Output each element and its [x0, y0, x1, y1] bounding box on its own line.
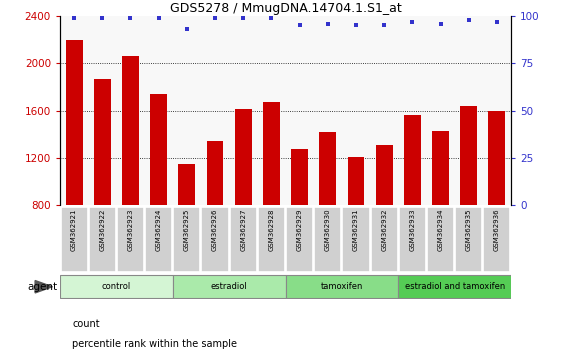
Text: percentile rank within the sample: percentile rank within the sample: [72, 339, 237, 349]
Text: GSM362934: GSM362934: [437, 209, 444, 251]
Text: estradiol: estradiol: [211, 282, 247, 291]
Bar: [489, 111, 505, 205]
Text: GSM362932: GSM362932: [381, 209, 387, 251]
Point: [380, 23, 389, 28]
Bar: [460, 106, 477, 205]
Polygon shape: [35, 280, 53, 293]
Text: agent: agent: [27, 282, 57, 292]
FancyBboxPatch shape: [258, 207, 285, 272]
Bar: [432, 131, 449, 205]
Text: GSM362936: GSM362936: [494, 209, 500, 251]
Text: GSM362928: GSM362928: [268, 209, 275, 251]
FancyBboxPatch shape: [202, 207, 228, 272]
FancyBboxPatch shape: [371, 207, 398, 272]
Bar: [66, 40, 83, 205]
Text: GSM362922: GSM362922: [99, 209, 105, 251]
Point: [323, 21, 332, 26]
FancyBboxPatch shape: [399, 207, 426, 272]
Text: GSM362925: GSM362925: [184, 209, 190, 251]
FancyBboxPatch shape: [173, 275, 286, 298]
FancyBboxPatch shape: [145, 207, 172, 272]
FancyBboxPatch shape: [427, 207, 454, 272]
Bar: [291, 149, 308, 205]
FancyBboxPatch shape: [61, 207, 87, 272]
Bar: [178, 164, 195, 205]
Text: GDS5278 / MmugDNA.14704.1.S1_at: GDS5278 / MmugDNA.14704.1.S1_at: [170, 2, 401, 15]
Text: GSM362927: GSM362927: [240, 209, 246, 251]
FancyBboxPatch shape: [286, 207, 313, 272]
Text: GSM362929: GSM362929: [296, 209, 303, 251]
Point: [154, 15, 163, 21]
FancyBboxPatch shape: [286, 275, 399, 298]
Bar: [122, 56, 139, 205]
FancyBboxPatch shape: [89, 207, 116, 272]
Point: [70, 15, 79, 21]
Text: count: count: [72, 319, 100, 329]
FancyBboxPatch shape: [343, 207, 369, 272]
Point: [182, 26, 191, 32]
Text: GSM362931: GSM362931: [353, 209, 359, 251]
Bar: [150, 94, 167, 205]
Text: GSM362921: GSM362921: [71, 209, 77, 251]
Point: [436, 21, 445, 26]
Point: [98, 15, 107, 21]
Bar: [235, 109, 252, 205]
Bar: [94, 79, 111, 205]
FancyBboxPatch shape: [399, 275, 511, 298]
Text: control: control: [102, 282, 131, 291]
FancyBboxPatch shape: [455, 207, 482, 272]
FancyBboxPatch shape: [117, 207, 144, 272]
Text: GSM362935: GSM362935: [466, 209, 472, 251]
Point: [492, 19, 501, 24]
FancyBboxPatch shape: [484, 207, 510, 272]
Point: [239, 15, 248, 21]
Point: [267, 15, 276, 21]
Text: tamoxifen: tamoxifen: [321, 282, 363, 291]
Text: GSM362930: GSM362930: [325, 209, 331, 251]
Text: estradiol and tamoxifen: estradiol and tamoxifen: [404, 282, 505, 291]
Bar: [348, 157, 364, 205]
Point: [464, 17, 473, 23]
Bar: [376, 145, 393, 205]
Point: [211, 15, 220, 21]
Text: GSM362933: GSM362933: [409, 209, 415, 251]
Text: GSM362926: GSM362926: [212, 209, 218, 251]
Text: GSM362924: GSM362924: [156, 209, 162, 251]
Point: [295, 23, 304, 28]
Bar: [319, 132, 336, 205]
FancyBboxPatch shape: [173, 207, 200, 272]
FancyBboxPatch shape: [60, 275, 173, 298]
Bar: [263, 102, 280, 205]
FancyBboxPatch shape: [230, 207, 257, 272]
FancyBboxPatch shape: [314, 207, 341, 272]
Point: [126, 15, 135, 21]
Bar: [207, 141, 223, 205]
Point: [408, 19, 417, 24]
Point: [351, 23, 360, 28]
Bar: [404, 115, 421, 205]
Text: GSM362923: GSM362923: [127, 209, 134, 251]
